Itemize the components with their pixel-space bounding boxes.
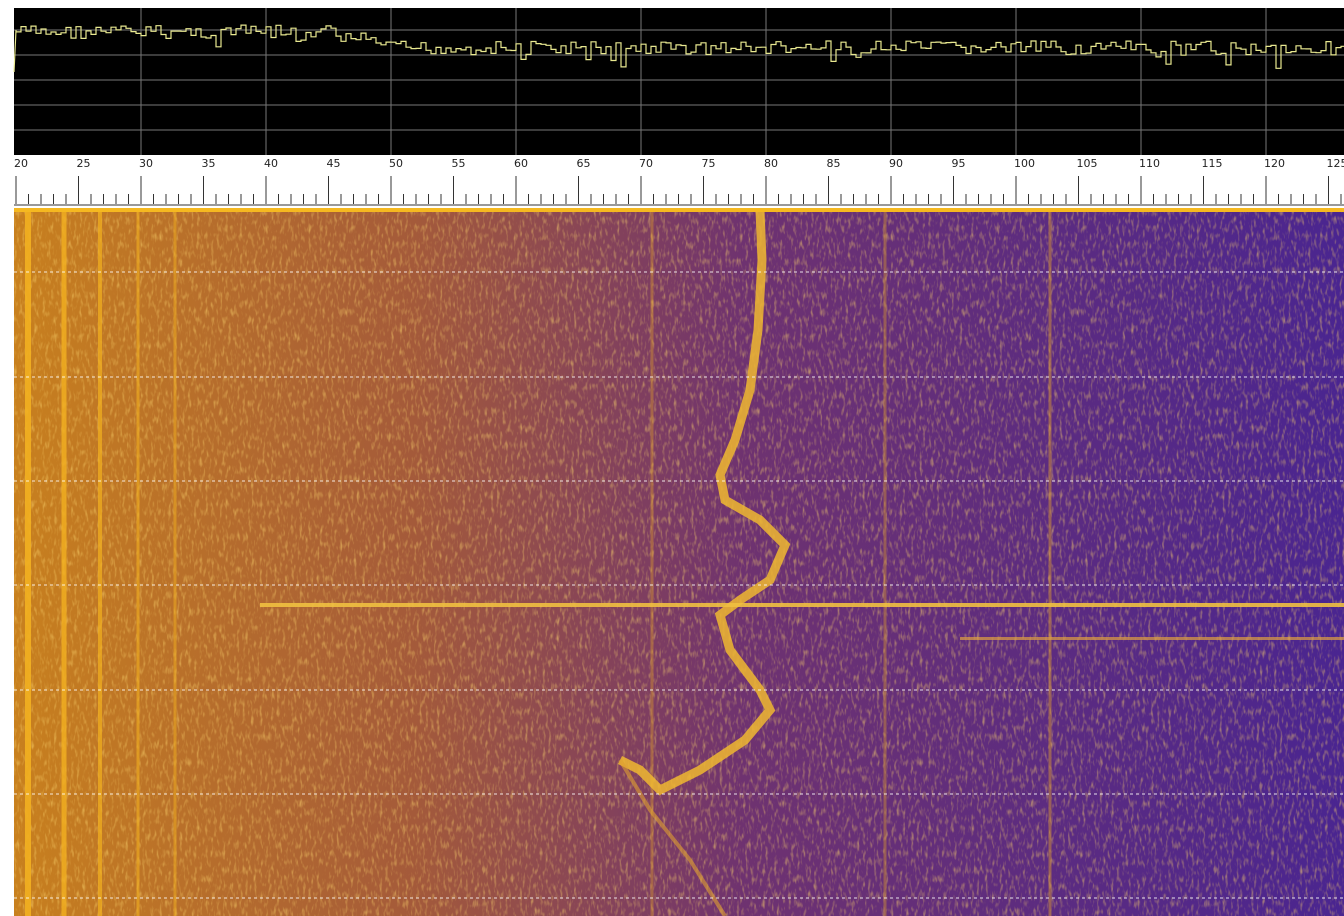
horizontal-signal [260, 603, 1344, 607]
scale-label: 85 [827, 157, 841, 170]
vertical-signal [650, 208, 654, 916]
waterfall-top [14, 208, 1344, 212]
vertical-signal [98, 208, 102, 916]
scale-label: 20 [14, 157, 28, 170]
scale-label: 95 [952, 157, 966, 170]
waterfall-noise [14, 208, 1344, 916]
vertical-signal [61, 208, 67, 916]
scale-label: 80 [764, 157, 778, 170]
scale-label: 40 [264, 157, 278, 170]
vertical-signal [25, 208, 31, 916]
vertical-signal [173, 208, 177, 916]
scale-label: 90 [889, 157, 903, 170]
scale-label: 120 [1264, 157, 1285, 170]
vertical-signal [1048, 208, 1052, 916]
vertical-signal [136, 208, 140, 916]
waterfall [14, 208, 1344, 916]
scale-label: 70 [639, 157, 653, 170]
frequency-scale: 20 25 30 35 40 45 50 55 60 65 70 75 80 85 90 95 100 105 11… [14, 157, 1344, 206]
scale-label: 60 [514, 157, 528, 170]
scale-label: 65 [577, 157, 591, 170]
scale-label: 105 [1077, 157, 1098, 170]
scale-label: 25 [77, 157, 91, 170]
scale-label: 75 [702, 157, 716, 170]
vertical-signal [883, 208, 887, 916]
scale-label: 125 [1327, 157, 1344, 170]
scale-label: 35 [202, 157, 216, 170]
waterfall-signals [25, 208, 1052, 916]
scale-label: 100 [1014, 157, 1035, 170]
spectrum-trace [13, 24, 1344, 73]
scale-label: 50 [389, 157, 403, 170]
scale-label: 30 [139, 157, 153, 170]
scale-label: 115 [1202, 157, 1223, 170]
scale-label: 55 [452, 157, 466, 170]
drifting-signal-tail [618, 758, 727, 916]
scale-label: 45 [327, 157, 341, 170]
horizontal-signal [960, 637, 1344, 640]
scale-label: 110 [1139, 157, 1160, 170]
drifting-signal [617, 209, 791, 796]
